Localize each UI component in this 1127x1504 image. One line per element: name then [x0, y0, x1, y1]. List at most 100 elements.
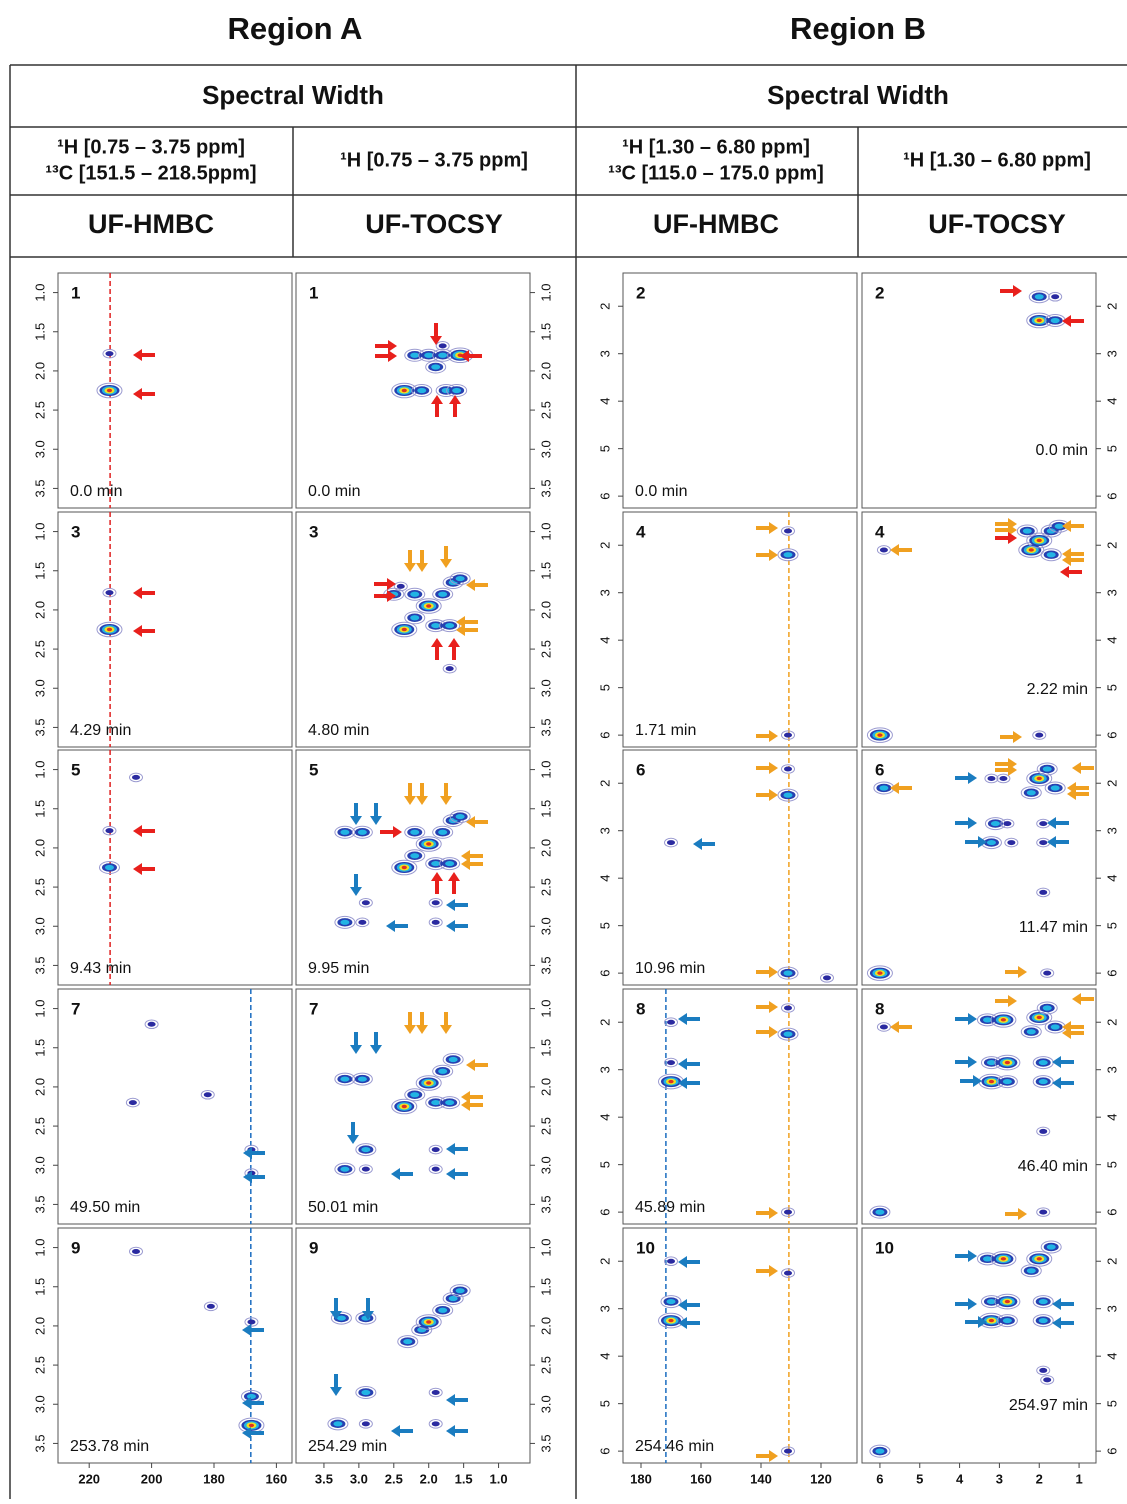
y-tick-label: 2.0: [538, 601, 553, 619]
x-tick-label: 4: [956, 1471, 964, 1486]
peak-contour: [1043, 766, 1052, 771]
peak: [398, 1336, 418, 1348]
peak-contour: [877, 733, 882, 736]
peak-contour: [129, 1100, 137, 1105]
peak-contour: [1039, 1318, 1048, 1323]
x-tick-label: 160: [690, 1471, 712, 1486]
y-tick-label: 2: [1104, 303, 1119, 310]
peak: [443, 1054, 463, 1066]
peak-contour: [358, 830, 367, 835]
peak-contour: [105, 828, 113, 833]
time-label: 50.01 min: [308, 1199, 378, 1216]
time-label: 4.80 min: [308, 722, 369, 739]
peak: [239, 1418, 264, 1433]
panel-label: 7: [71, 999, 80, 1018]
panel-label: 3: [309, 522, 318, 541]
y-tick-label: 3.0: [32, 1395, 47, 1413]
peak-contour: [784, 971, 793, 976]
peak-contour: [362, 1167, 370, 1172]
peak-contour: [431, 1100, 440, 1105]
time-label: 0.0 min: [1036, 442, 1088, 459]
y-tick-label: 3.5: [32, 479, 47, 497]
peak-contour: [784, 1449, 792, 1454]
time-label: 45.89 min: [635, 1199, 705, 1216]
peak-contour: [340, 830, 349, 835]
panel-label: 1: [309, 283, 318, 302]
x-tick-label: 160: [266, 1471, 288, 1486]
peak-contour: [452, 388, 461, 393]
y-tick-label: 6: [1104, 493, 1119, 500]
time-label: 254.46 min: [635, 1438, 714, 1455]
x-tick-label: 6: [876, 1471, 883, 1486]
y-tick-label: 6: [1104, 732, 1119, 739]
figure: Region A Region B Spectral Width Spectra…: [0, 0, 1127, 1499]
panel-label: 5: [309, 760, 318, 779]
peak-contour: [431, 364, 440, 369]
peak-contour: [204, 1092, 212, 1097]
peak-contour: [340, 1076, 349, 1081]
spectrum-panel: [862, 1228, 1096, 1463]
peak: [392, 383, 417, 398]
y-tick-label: 4: [597, 398, 612, 405]
peak-contour: [446, 666, 454, 671]
peak-contour: [105, 590, 113, 595]
y-tick-label: 4: [1104, 637, 1119, 644]
peak-contour: [784, 1005, 792, 1010]
peak-contour: [784, 1032, 793, 1037]
panel-label: 8: [875, 999, 884, 1018]
panel-label: 10: [636, 1238, 655, 1257]
time-label: 9.95 min: [308, 960, 369, 977]
y-tick-label: 2: [597, 780, 612, 787]
spectrum-panel: [623, 750, 857, 985]
y-tick-label: 1.0: [538, 1239, 553, 1257]
peak-contour: [987, 776, 995, 781]
y-tick-label: 3.5: [32, 1195, 47, 1213]
peak-contour: [1043, 1377, 1051, 1382]
panel-label: 1: [71, 283, 80, 302]
peak-contour: [1051, 294, 1059, 299]
peak: [1021, 1265, 1041, 1277]
peak-contour: [438, 592, 447, 597]
spectral-width: ¹H [1.30 – 6.80 ppm]: [622, 136, 810, 158]
peak-contour: [1051, 318, 1060, 323]
y-tick-label: 2.5: [32, 1356, 47, 1374]
header: Spectral Width: [202, 80, 384, 110]
panel-label: 4: [636, 522, 646, 541]
peak-contour: [1047, 552, 1056, 557]
y-tick-label: 3.0: [538, 1395, 553, 1413]
time-label: 49.50 min: [70, 1199, 140, 1216]
y-tick-label: 5: [1104, 445, 1119, 452]
region-title: Region A: [228, 11, 363, 46]
y-tick-label: 3: [597, 1066, 612, 1073]
peak: [1033, 1057, 1053, 1069]
peak: [997, 1076, 1017, 1088]
peak: [416, 599, 441, 614]
peak: [991, 1252, 1016, 1267]
peak: [416, 1315, 441, 1330]
panel-label: 9: [71, 1238, 80, 1257]
peak-contour: [148, 1022, 156, 1027]
peak: [433, 1304, 453, 1316]
peak-contour: [107, 389, 112, 392]
peak-contour: [456, 576, 465, 581]
peak: [1033, 1315, 1053, 1327]
y-tick-label: 3.0: [32, 440, 47, 458]
peak: [335, 1163, 355, 1175]
y-tick-label: 5: [597, 1400, 612, 1407]
peak: [392, 860, 417, 875]
y-tick-label: 2: [597, 542, 612, 549]
peak-contour: [1001, 1257, 1006, 1260]
peak-contour: [402, 1105, 407, 1108]
y-tick-label: 3.5: [538, 956, 553, 974]
y-tick-label: 1.0: [538, 761, 553, 779]
time-label: 0.0 min: [70, 483, 122, 500]
y-tick-label: 6: [1104, 970, 1119, 977]
spectrum-panel: [58, 750, 292, 985]
peak-contour: [1055, 524, 1064, 529]
y-tick-label: 1.5: [538, 800, 553, 818]
y-tick-label: 5: [597, 684, 612, 691]
y-tick-label: 3.5: [538, 1195, 553, 1213]
peak-contour: [417, 388, 426, 393]
peak-contour: [1037, 777, 1042, 780]
header: Spectral Width: [767, 80, 949, 110]
